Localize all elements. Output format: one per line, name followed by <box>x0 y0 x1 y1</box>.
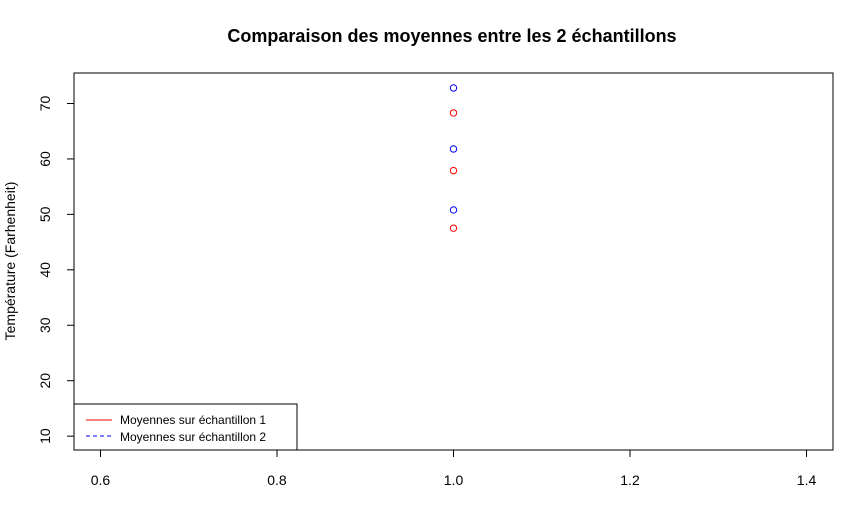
point-series-1 <box>449 224 458 232</box>
x-tick-label: 0.8 <box>267 472 287 488</box>
y-axis-label: Température (Farhenheit) <box>2 182 18 341</box>
y-tick-label: 30 <box>37 317 53 333</box>
legend-box <box>73 403 298 451</box>
chart-title: Comparaison des moyennes entre les 2 éch… <box>227 26 676 46</box>
data-points <box>449 84 458 232</box>
x-tick-label: 1.0 <box>444 472 464 488</box>
y-tick-label: 20 <box>37 373 53 389</box>
legend-label-series-1: Moyennes sur échantillon 1 <box>120 413 266 427</box>
point-series-2 <box>449 145 458 153</box>
x-axis: 0.6 0.8 1.0 1.2 1.4 <box>91 449 817 488</box>
x-tick-label: 1.4 <box>797 472 817 488</box>
x-tick-label: 0.6 <box>91 472 111 488</box>
point-series-2 <box>449 84 458 92</box>
legend: Moyennes sur échantillon 1 Moyennes sur … <box>73 403 298 451</box>
point-series-1 <box>449 109 458 117</box>
y-axis: 10 20 30 40 50 60 70 <box>37 95 75 444</box>
point-series-2 <box>449 206 458 214</box>
x-tick-label: 1.2 <box>620 472 640 488</box>
y-tick-label: 40 <box>37 262 53 278</box>
legend-label-series-2: Moyennes sur échantillon 2 <box>120 430 266 444</box>
plot-frame <box>73 72 834 451</box>
point-series-1 <box>449 166 458 175</box>
y-tick-label: 60 <box>37 151 53 167</box>
y-tick-label: 10 <box>37 428 53 444</box>
y-tick-label: 70 <box>37 95 53 111</box>
y-tick-label: 50 <box>37 206 53 222</box>
